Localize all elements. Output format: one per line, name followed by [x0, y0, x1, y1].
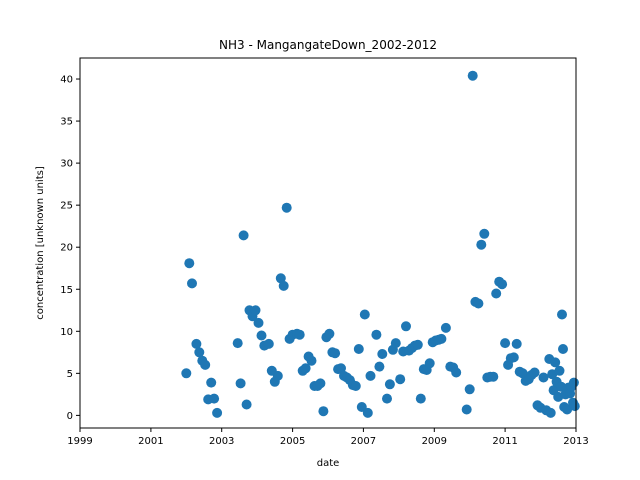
y-tick-label: 35 — [60, 117, 73, 128]
data-point — [554, 365, 565, 376]
data-point — [300, 363, 311, 374]
data-point — [235, 378, 246, 389]
data-point — [200, 359, 211, 370]
data-point — [315, 378, 326, 389]
data-point — [365, 370, 376, 381]
data-point — [371, 329, 382, 340]
data-point — [440, 322, 451, 333]
data-point — [238, 230, 249, 241]
data-point — [206, 377, 217, 388]
data-point — [187, 278, 197, 289]
data-point — [181, 368, 192, 379]
data-point — [562, 404, 573, 415]
data-point — [294, 329, 305, 340]
data-point — [184, 258, 195, 269]
data-point — [451, 367, 462, 378]
data-point — [278, 280, 289, 291]
data-point — [476, 239, 487, 250]
data-point — [263, 338, 274, 349]
x-tick-label: 2001 — [138, 436, 163, 447]
data-point — [508, 352, 519, 363]
data-point — [275, 273, 286, 284]
y-axis-label: concentration [unknown units] — [35, 166, 46, 320]
data-point — [253, 317, 264, 328]
data-points — [181, 70, 580, 418]
data-point — [538, 372, 549, 383]
data-point — [436, 333, 447, 344]
data-point — [306, 355, 317, 366]
data-point — [558, 344, 568, 354]
data-point — [467, 70, 478, 81]
data-point — [401, 321, 411, 332]
data-point — [212, 407, 223, 418]
data-point — [550, 357, 561, 368]
y-tick-label: 0 — [67, 411, 73, 422]
data-point — [500, 338, 511, 349]
data-point — [272, 370, 283, 381]
x-tick-label: 2005 — [280, 436, 305, 447]
x-tick-label: 2013 — [563, 436, 588, 447]
data-point — [191, 338, 202, 349]
y-axis: 0 5 10 15 20 25 30 35 40 — [60, 75, 80, 422]
data-point — [377, 349, 388, 359]
x-tick-label: 2009 — [422, 436, 447, 447]
data-point — [194, 347, 205, 358]
data-point — [318, 406, 329, 417]
data-point — [350, 381, 361, 391]
data-point — [395, 374, 406, 385]
data-point — [241, 399, 252, 410]
plot-frame — [79, 57, 577, 429]
y-tick-label: 10 — [60, 327, 73, 338]
data-point — [390, 338, 401, 349]
data-point — [497, 279, 508, 290]
x-axis-label: date — [317, 458, 340, 469]
data-point — [464, 384, 475, 395]
y-tick-label: 30 — [60, 159, 73, 170]
data-point — [384, 379, 395, 390]
data-point — [491, 288, 502, 299]
data-point — [511, 338, 522, 349]
data-point — [568, 377, 579, 388]
x-tick-label: 1999 — [67, 436, 92, 447]
data-point — [374, 361, 385, 372]
data-point — [330, 348, 341, 359]
y-tick-label: 20 — [60, 243, 73, 254]
x-tick-label: 2003 — [209, 436, 234, 447]
data-point — [424, 358, 435, 369]
y-tick-label: 15 — [60, 285, 73, 296]
data-point — [281, 202, 292, 213]
data-point — [382, 393, 392, 404]
data-point — [209, 393, 220, 404]
data-point — [353, 344, 364, 354]
data-point — [324, 328, 335, 339]
data-point — [256, 330, 267, 341]
data-point — [569, 401, 580, 412]
data-point — [557, 309, 567, 320]
data-point — [232, 338, 243, 349]
x-axis: 1999 2001 2003 2005 2007 2009 2011 2013 — [67, 428, 589, 447]
data-point — [545, 407, 556, 418]
data-point — [415, 393, 426, 404]
y-tick-label: 25 — [60, 201, 73, 212]
x-tick-label: 2011 — [492, 436, 517, 447]
data-point — [362, 407, 373, 418]
data-point — [412, 339, 423, 350]
data-point — [488, 371, 499, 382]
y-tick-label: 5 — [67, 369, 73, 380]
x-tick-label: 2007 — [351, 436, 376, 447]
data-point — [250, 305, 261, 316]
data-point — [359, 309, 370, 320]
chart-title: NH3 - MangangateDown_2002-2012 — [219, 38, 437, 52]
y-tick-label: 40 — [60, 75, 73, 86]
data-point — [529, 367, 540, 378]
data-point — [336, 363, 346, 374]
data-point — [473, 298, 484, 309]
data-point — [461, 404, 472, 415]
data-point — [479, 228, 490, 239]
